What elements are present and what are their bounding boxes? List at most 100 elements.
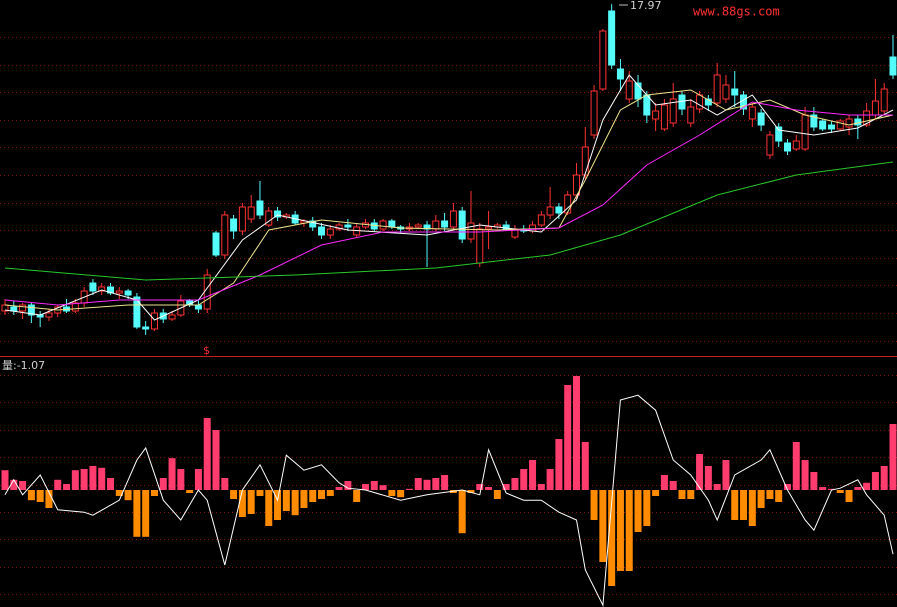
candle-body bbox=[722, 84, 730, 100]
candle-body bbox=[537, 214, 545, 226]
candle-body bbox=[713, 74, 721, 104]
candle-body bbox=[836, 120, 844, 130]
candle-body bbox=[652, 110, 660, 120]
volume-bar bbox=[115, 490, 123, 496]
volume-bar bbox=[458, 490, 466, 534]
volume-bar bbox=[880, 466, 888, 490]
volume-bar bbox=[265, 490, 273, 526]
volume-bar bbox=[678, 490, 686, 499]
volume-bar bbox=[572, 376, 580, 490]
volume-bar bbox=[63, 484, 71, 490]
candle-body bbox=[599, 30, 607, 90]
volume-bar bbox=[309, 490, 317, 502]
volume-bar bbox=[810, 472, 818, 490]
indicator-line bbox=[4, 394, 894, 607]
candle-body bbox=[238, 206, 246, 232]
candle-body bbox=[274, 210, 282, 218]
volume-bar bbox=[168, 458, 176, 490]
candle-body bbox=[388, 220, 396, 228]
volume-bar bbox=[326, 490, 334, 496]
candle-body bbox=[625, 80, 633, 100]
candle-body bbox=[748, 106, 756, 120]
volume-bar bbox=[827, 488, 835, 490]
volume-bar bbox=[520, 469, 528, 490]
candle-body bbox=[502, 224, 510, 230]
candle-body bbox=[766, 134, 774, 156]
volume-bar bbox=[687, 490, 695, 499]
volume-bar bbox=[660, 475, 668, 490]
volume-bar bbox=[713, 484, 721, 490]
candle-body bbox=[98, 286, 106, 292]
candle-body bbox=[19, 304, 27, 312]
candle-body bbox=[467, 222, 475, 240]
candle-body bbox=[318, 226, 326, 236]
volume-bar bbox=[335, 487, 343, 490]
moving-average bbox=[4, 161, 894, 281]
volume-bar bbox=[775, 490, 783, 502]
candle-body bbox=[133, 296, 141, 328]
volume-bar bbox=[212, 430, 220, 490]
volume-bar bbox=[740, 490, 748, 520]
volume-bar bbox=[493, 490, 501, 499]
volume-bar bbox=[511, 478, 519, 490]
volume-bar bbox=[529, 460, 537, 490]
moving-average bbox=[4, 101, 893, 306]
volume-bar bbox=[370, 481, 378, 490]
volume-bar bbox=[405, 488, 413, 490]
volume-bar bbox=[722, 460, 730, 490]
volume-bar bbox=[643, 490, 651, 526]
volume-bar bbox=[388, 490, 396, 496]
candle-body bbox=[819, 120, 827, 130]
volume-bar bbox=[748, 490, 756, 526]
volume-bar bbox=[476, 484, 484, 490]
candle-body bbox=[731, 88, 739, 96]
candle-body bbox=[845, 118, 853, 128]
volume-bar bbox=[441, 475, 449, 490]
volume-bar bbox=[696, 454, 704, 490]
candle-body bbox=[485, 226, 493, 230]
candle-body bbox=[581, 146, 589, 176]
volume-bar bbox=[854, 487, 862, 490]
candle-body bbox=[221, 214, 229, 256]
volume-bar bbox=[344, 481, 352, 490]
volume-bar bbox=[432, 478, 440, 490]
candle-body bbox=[616, 68, 624, 80]
candle-body bbox=[871, 100, 879, 116]
volume-bar bbox=[379, 485, 387, 490]
indicator-label: 量:-1.07 bbox=[2, 359, 45, 372]
volume-bar bbox=[863, 482, 871, 490]
price-panel bbox=[1, 4, 897, 335]
candle-body bbox=[27, 304, 35, 316]
candle-body bbox=[150, 312, 158, 330]
volume-bar bbox=[485, 487, 493, 490]
candle-body bbox=[476, 228, 484, 264]
candle-body bbox=[634, 82, 642, 100]
candle-body bbox=[449, 210, 457, 228]
volume-bar bbox=[845, 490, 853, 502]
candle-body bbox=[115, 290, 123, 294]
candle-body bbox=[608, 10, 616, 66]
candle-body bbox=[309, 220, 317, 228]
candle-body bbox=[880, 88, 888, 112]
volume-bar bbox=[564, 385, 572, 490]
volume-bar bbox=[10, 479, 18, 490]
volume-bar bbox=[423, 479, 431, 490]
candle-body bbox=[590, 90, 598, 136]
volume-bar bbox=[836, 490, 844, 493]
volume-bar bbox=[133, 490, 141, 537]
volume-bar bbox=[669, 481, 677, 490]
candle-body bbox=[529, 224, 537, 232]
volume-bar bbox=[54, 479, 62, 490]
moving-average bbox=[4, 74, 894, 321]
volume-bar bbox=[537, 484, 545, 490]
volume-bar bbox=[397, 490, 405, 498]
candle-body bbox=[326, 228, 334, 236]
volume-bar bbox=[71, 470, 79, 490]
candle-body bbox=[230, 218, 238, 232]
volume-bar bbox=[19, 481, 27, 490]
volume-bar bbox=[801, 460, 809, 490]
volume-bar bbox=[291, 490, 299, 516]
candle-body bbox=[203, 274, 211, 310]
candle-body bbox=[142, 326, 150, 330]
candle-body bbox=[71, 302, 79, 312]
